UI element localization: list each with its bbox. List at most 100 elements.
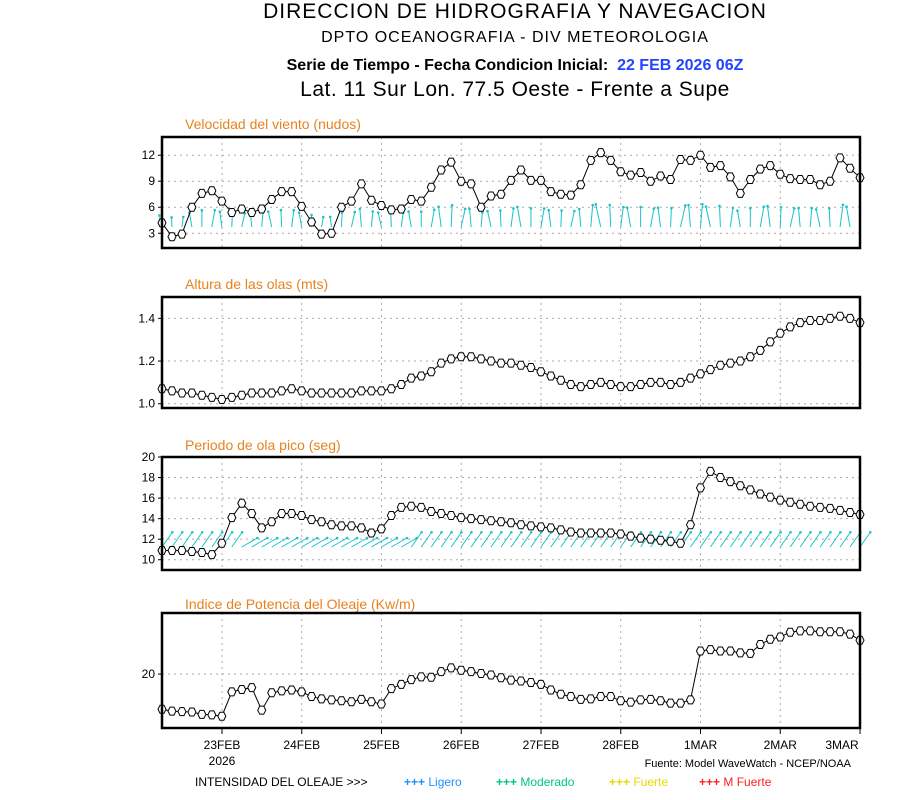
data-point [845,629,855,639]
data-point [536,175,546,185]
data-point [396,204,406,214]
arrow-head [669,530,673,534]
data-point [307,515,317,525]
wave-direction-arrow [361,537,378,548]
data-point [695,646,706,656]
data-point [656,377,666,387]
agency-title: DIRECCION DE HIDROGRAFIA Y NAVEGACION [263,0,767,23]
wind-direction-arrow [267,211,273,228]
data-point [845,507,855,517]
wind-direction-arrow [705,206,711,228]
arrow-head [450,204,454,207]
data-point [436,165,446,175]
wind-direction-arrow [560,210,563,228]
data-point [546,685,556,695]
data-point [426,367,436,377]
data-point [705,162,715,172]
data-point [685,520,696,530]
arrow-head [295,536,299,540]
wave-direction-arrow [510,531,522,548]
data-point [316,229,327,239]
data-point [386,205,396,215]
data-point [795,499,805,509]
y-tick-label: 10 [142,553,156,567]
arrow-head [739,530,742,534]
data-point [496,517,506,527]
data-point [596,377,606,387]
data-point [336,202,347,212]
wave-direction-arrow [351,537,368,548]
wave-direction-arrow [480,531,492,548]
data-point [366,386,376,396]
data-point [576,694,586,704]
data-point [586,528,596,538]
data-point [346,388,357,398]
arrow-head [375,536,379,540]
data-point [307,217,317,227]
data-point [366,697,376,707]
arrow-head [385,536,389,540]
series-line [161,315,861,401]
data-point [705,645,715,655]
arrow-head [325,536,329,540]
arrow-head [376,211,380,214]
wind-direction-arrow [298,212,303,228]
wave-direction-arrow [520,531,532,548]
wind-direction-arrow [350,211,356,228]
data-point [396,679,406,689]
x-year-label: 2026 [209,754,236,768]
data-point [626,170,636,180]
data-point [675,698,686,708]
data-point [316,694,327,704]
arrow-head [656,206,660,210]
data-point [765,492,775,502]
y-tick-label: 16 [142,491,156,505]
wave-direction-arrow [261,537,278,548]
wind-direction-arrow [480,212,483,228]
data-point [546,523,556,533]
data-point [486,516,496,526]
arrow-head [490,530,493,534]
data-point [326,695,337,705]
data-point [516,165,526,175]
arrow-head [468,207,471,211]
wave-direction-arrow [739,531,752,548]
wind-direction-arrow [729,207,734,228]
arrow-head [218,210,222,214]
wave-direction-arrow [181,531,193,548]
data-point [396,502,406,512]
data-point [486,191,496,201]
data-point [835,627,845,637]
data-point [556,689,566,699]
wind-direction-arrow [291,210,295,228]
data-point [685,695,696,705]
data-point [217,538,227,548]
data-point [735,648,745,658]
data-point [745,352,755,362]
data-point [336,388,347,398]
data-point [665,174,676,184]
data-point [765,337,775,347]
data-point [526,175,536,185]
data-point [247,683,257,693]
data-point [815,315,825,325]
data-point [287,685,297,695]
data-point [187,202,197,212]
data-point [366,528,376,538]
data-point [636,695,646,705]
data-point [297,511,307,521]
arrow-head [729,530,733,534]
data-point [446,354,456,364]
data-point [626,382,636,392]
arrow-head [200,530,204,534]
data-point [775,328,785,338]
wind-direction-arrow [779,207,782,228]
data-point [675,377,686,387]
arrow-head [358,207,362,211]
data-point [765,161,775,171]
y-tick-label: 3 [148,226,155,240]
y-tick-label: 14 [142,512,156,526]
wind-direction-arrow [241,213,246,228]
wind-direction-arrow [370,211,374,228]
wind-direction-arrow [789,208,795,228]
